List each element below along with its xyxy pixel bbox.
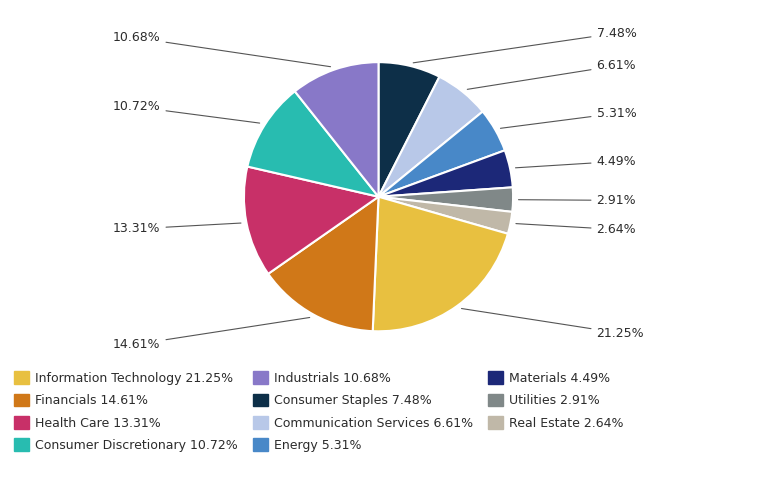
Text: 21.25%: 21.25% [462, 308, 644, 340]
Text: 6.61%: 6.61% [467, 59, 636, 90]
Wedge shape [268, 196, 378, 331]
Text: 4.49%: 4.49% [516, 155, 636, 168]
Text: 5.31%: 5.31% [500, 107, 637, 128]
Text: 7.48%: 7.48% [413, 26, 637, 63]
Wedge shape [248, 92, 378, 196]
Wedge shape [378, 62, 440, 196]
Legend: Information Technology 21.25%, Financials 14.61%, Health Care 13.31%, Consumer D: Information Technology 21.25%, Financial… [14, 371, 624, 452]
Text: 2.91%: 2.91% [519, 194, 636, 207]
Wedge shape [378, 196, 512, 234]
Wedge shape [378, 188, 513, 212]
Wedge shape [378, 112, 505, 196]
Wedge shape [294, 62, 378, 196]
Wedge shape [378, 150, 512, 196]
Text: 14.61%: 14.61% [113, 318, 310, 350]
Text: 10.72%: 10.72% [113, 100, 260, 123]
Text: 13.31%: 13.31% [113, 222, 241, 235]
Text: 2.64%: 2.64% [516, 223, 636, 236]
Wedge shape [372, 196, 508, 332]
Wedge shape [244, 166, 378, 274]
Wedge shape [378, 76, 483, 196]
Text: 10.68%: 10.68% [113, 32, 331, 66]
